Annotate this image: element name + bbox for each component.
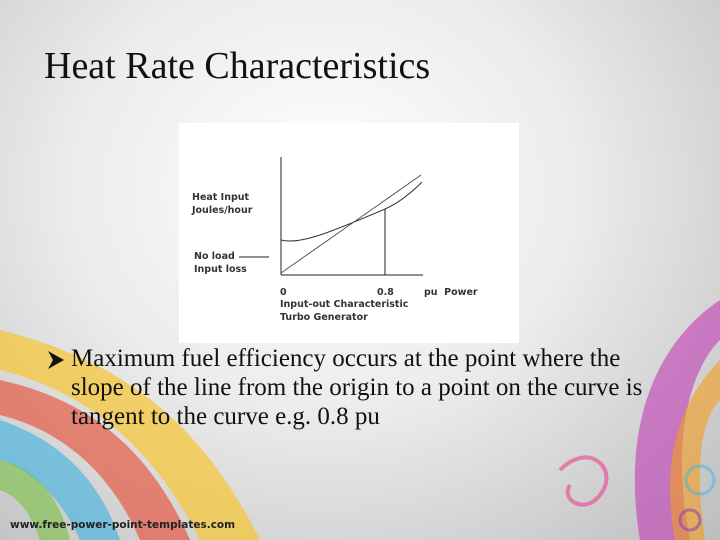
x-label: 0.8	[377, 287, 394, 298]
figure: Heat Input Joules/hour No load Input los…	[179, 123, 519, 343]
y-label: Heat Input	[192, 192, 250, 203]
x-label: pu Power	[424, 287, 478, 298]
caption: Turbo Generator	[280, 312, 368, 323]
bullet-icon	[48, 351, 64, 369]
curve	[280, 181, 423, 242]
caption: Input-out Characteristic	[280, 299, 408, 310]
bullet-text: Maximum fuel efficiency occurs at the po…	[71, 345, 643, 430]
y-label: Joules/hour	[191, 205, 253, 216]
tangent-line	[280, 174, 422, 274]
footer: www.free-power-point-templates.com	[10, 519, 236, 531]
figure-background	[179, 123, 519, 343]
no-load-label: Input loss	[194, 264, 247, 275]
slide-title: Heat Rate Characteristics	[44, 45, 431, 87]
no-load-label: No load	[194, 251, 235, 262]
x-label: 0	[280, 287, 287, 298]
